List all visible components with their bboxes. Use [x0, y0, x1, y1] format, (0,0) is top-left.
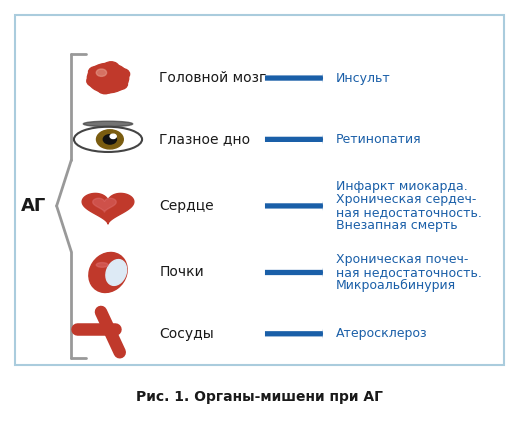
Text: ная недостаточность.: ная недостаточность. [335, 206, 481, 219]
Text: Внезапная смерть: Внезапная смерть [335, 219, 457, 232]
Ellipse shape [74, 127, 142, 152]
Text: Хроническая сердеч-: Хроническая сердеч- [335, 193, 476, 206]
Text: Головной мозг: Головной мозг [160, 71, 267, 85]
Circle shape [114, 69, 130, 80]
Text: Микроальбинурия: Микроальбинурия [335, 279, 456, 292]
Circle shape [112, 78, 128, 89]
Circle shape [103, 62, 119, 73]
Circle shape [89, 66, 104, 77]
Text: ная недостаточность.: ная недостаточность. [335, 266, 481, 279]
Ellipse shape [96, 263, 108, 267]
Circle shape [87, 76, 102, 87]
Text: Инфаркт миокарда.: Инфаркт миокарда. [335, 180, 467, 193]
Circle shape [96, 69, 107, 77]
Circle shape [110, 134, 116, 138]
Text: Атеросклероз: Атеросклероз [335, 327, 427, 340]
Polygon shape [93, 198, 116, 212]
Circle shape [97, 130, 123, 149]
Circle shape [87, 63, 129, 93]
Text: Почки: Почки [160, 266, 204, 279]
Ellipse shape [106, 259, 127, 285]
Text: Хроническая почеч-: Хроническая почеч- [335, 253, 468, 266]
Text: Инсульт: Инсульт [335, 72, 391, 85]
Text: АГ: АГ [21, 197, 46, 215]
Polygon shape [82, 194, 134, 224]
Text: Сердце: Сердце [160, 199, 214, 213]
Text: Рис. 1. Органы-мишени при АГ: Рис. 1. Органы-мишени при АГ [136, 390, 383, 404]
Text: Глазное дно: Глазное дно [160, 132, 250, 146]
Ellipse shape [83, 121, 133, 126]
Text: Сосуды: Сосуды [160, 327, 214, 341]
Circle shape [97, 83, 113, 94]
Ellipse shape [89, 252, 127, 292]
Text: Ретинопатия: Ретинопатия [335, 133, 421, 146]
Circle shape [103, 135, 117, 144]
